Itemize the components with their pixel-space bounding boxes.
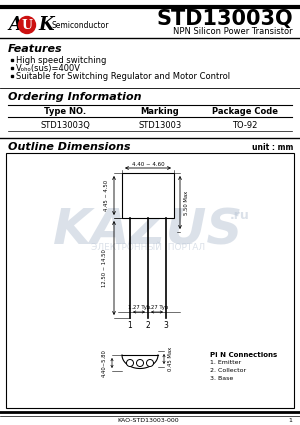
Bar [122, 173, 174, 218]
Text: Marking: Marking [141, 107, 179, 116]
Text: NPN Silicon Power Transistor: NPN Silicon Power Transistor [173, 26, 293, 36]
Text: 1: 1 [288, 419, 292, 423]
Text: Package Code: Package Code [212, 107, 278, 116]
Text: 12.50 ~ 14.50: 12.50 ~ 14.50 [103, 249, 107, 287]
Text: unit : mm: unit : mm [252, 142, 293, 151]
Text: Features: Features [8, 44, 63, 54]
Text: Pi N Connections: Pi N Connections [210, 352, 277, 358]
Text: 4.45 ~ 4.50: 4.45 ~ 4.50 [103, 180, 109, 211]
Text: High speed switching: High speed switching [16, 56, 106, 65]
Text: KAO-STD13003-000: KAO-STD13003-000 [117, 419, 179, 423]
Circle shape [19, 17, 35, 34]
Text: Type NO.: Type NO. [44, 107, 86, 116]
Text: TO-92: TO-92 [232, 121, 258, 130]
Text: Outline Dimensions: Outline Dimensions [8, 142, 130, 152]
Text: 3. Base: 3. Base [210, 377, 233, 382]
Text: STD13003: STD13003 [138, 121, 182, 130]
Text: Suitable for Switching Regulator and Motor Control: Suitable for Switching Regulator and Mot… [16, 71, 230, 80]
Text: 1.27 Typ: 1.27 Typ [146, 304, 168, 309]
Text: 2: 2 [146, 321, 150, 331]
Text: 1.27 Typ: 1.27 Typ [128, 304, 150, 309]
Text: KAZUS: KAZUS [53, 206, 243, 254]
Text: ЭЛЕКТРОННЫЙ  ПОРТАЛ: ЭЛЕКТРОННЫЙ ПОРТАЛ [91, 243, 205, 252]
Text: 4.40~5.80: 4.40~5.80 [101, 349, 106, 377]
Text: Vₒₕₒ(sus)=400V: Vₒₕₒ(sus)=400V [16, 63, 81, 73]
Text: STD13003Q: STD13003Q [156, 9, 293, 29]
Text: 4.40 ~ 4.60: 4.40 ~ 4.60 [132, 162, 164, 167]
Text: K: K [38, 16, 54, 34]
Text: 5.50 Max: 5.50 Max [184, 190, 188, 215]
Text: .ru: .ru [230, 209, 250, 221]
Bar [6, 153, 294, 408]
Text: Semiconductor: Semiconductor [52, 20, 110, 29]
Text: 0.45 Max: 0.45 Max [169, 347, 173, 371]
Text: 1: 1 [128, 321, 132, 331]
Circle shape [136, 360, 143, 366]
Text: A: A [8, 16, 22, 34]
Text: Ordering Information: Ordering Information [8, 92, 142, 102]
Text: 2. Collector: 2. Collector [210, 368, 246, 374]
Text: 1. Emitter: 1. Emitter [210, 360, 241, 366]
Circle shape [127, 360, 134, 366]
Text: U: U [22, 19, 32, 31]
Text: 3: 3 [164, 321, 168, 331]
Circle shape [146, 360, 154, 366]
Text: STD13003Q: STD13003Q [40, 121, 90, 130]
